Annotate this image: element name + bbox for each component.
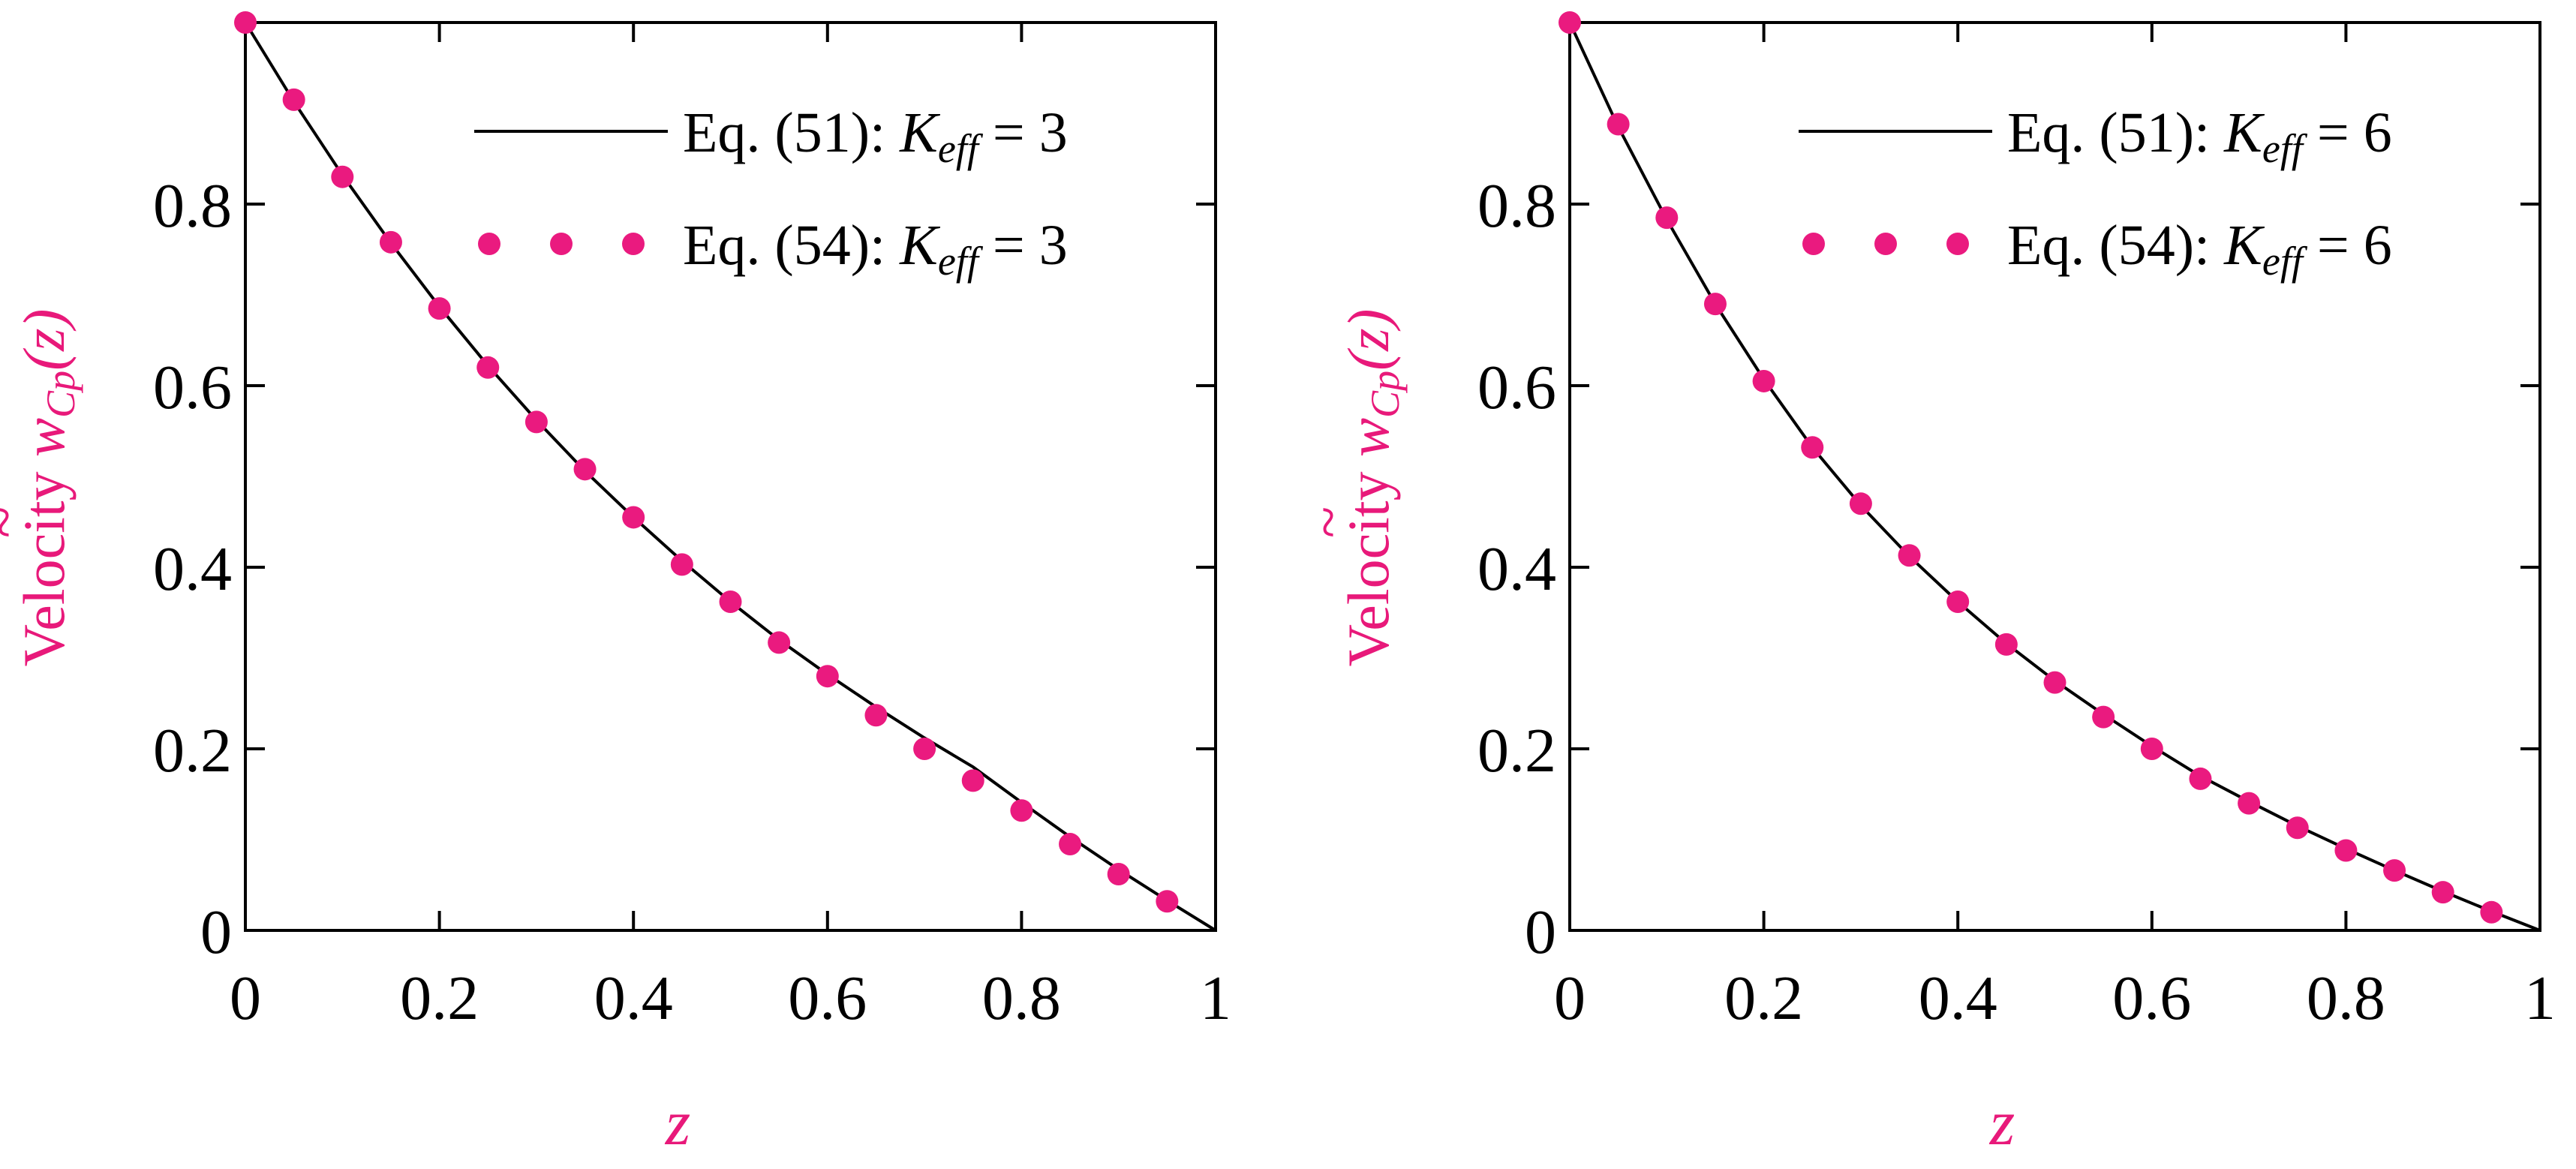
chart-panel-2: 0 0.2 0.4 0.6 0.8 1 0 0.2 0.4 0.6 0.8 Eq. (51): Kef… <box>1295 11 2556 1158</box>
series-marker-eq54 <box>2286 816 2309 840</box>
x-axis-label: z <box>665 1086 690 1158</box>
series-marker-eq54 <box>864 704 888 727</box>
x-tick-label: 0 <box>1554 963 1586 1033</box>
legend-entry-1: Eq. (51): Keff = 3 <box>474 101 1068 171</box>
series-marker-eq54 <box>1703 293 1727 316</box>
series-marker-eq54 <box>379 230 402 254</box>
series-marker-eq54 <box>1994 633 2018 656</box>
y-tick-label: 0 <box>200 897 232 967</box>
y-axis-label: Velocity wCp(z) <box>1336 309 1408 667</box>
legend-entry-1: Eq. (51): Keff = 6 <box>1799 101 2392 171</box>
legend-marker-swatch <box>622 233 645 255</box>
x-axis-label: z <box>1989 1086 2015 1158</box>
series-marker-eq54 <box>2238 792 2261 815</box>
x-tick-label: 0.2 <box>400 963 479 1033</box>
x-tick-label: 0.2 <box>1724 963 1803 1033</box>
series-marker-eq54 <box>1898 544 1921 567</box>
legend-entry-2: Eq. (54): Keff = 3 <box>478 214 1068 284</box>
series-marker-eq54 <box>525 410 548 434</box>
y-tick-label: 0.2 <box>153 716 232 786</box>
series-marker-eq54 <box>1849 492 1872 515</box>
series-marker-eq54 <box>2431 881 2454 904</box>
y-tick-label: 0.4 <box>1477 534 1556 604</box>
x-tick-label: 0.4 <box>1919 963 1997 1033</box>
legend-marker-swatch <box>1946 233 1969 255</box>
y-tick-label: 0.8 <box>1477 171 1556 241</box>
legend-entry-2: Eq. (54): Keff = 6 <box>1802 214 2392 284</box>
series-marker-eq54 <box>2334 839 2358 862</box>
y-tick-label: 0.4 <box>153 534 232 604</box>
series-marker-eq54 <box>476 356 500 379</box>
y-tick-label: 0.8 <box>153 171 232 241</box>
series-marker-eq54 <box>1059 833 1082 856</box>
series-marker-eq54 <box>816 665 839 688</box>
series-marker-eq54 <box>282 88 305 111</box>
x-tick-label: 0.6 <box>788 963 867 1033</box>
x-tick-label: 0.8 <box>982 963 1061 1033</box>
legend-marker-swatch <box>550 233 573 255</box>
series-marker-eq54 <box>1607 113 1630 136</box>
series-marker-eq54 <box>768 631 791 654</box>
y-tick-label: 0.6 <box>153 353 232 422</box>
x-tick-label: 0.6 <box>2112 963 2191 1033</box>
y-axis-label-tilde: ~ <box>0 506 36 538</box>
legend-label: Eq. (51): Keff = 6 <box>2007 101 2392 171</box>
y-tick-label: 0 <box>1525 897 1556 967</box>
series-marker-eq54 <box>2383 859 2406 882</box>
series-marker-eq54 <box>234 11 257 34</box>
plot-frame <box>244 21 1217 932</box>
series-marker-eq54 <box>1801 436 1824 459</box>
series-marker-eq54 <box>622 506 645 529</box>
series-marker-eq54 <box>2189 767 2212 790</box>
legend-marker-swatch <box>1802 233 1825 255</box>
legend-label: Eq. (51): Keff = 3 <box>683 101 1068 171</box>
series-marker-eq54 <box>1107 862 1130 885</box>
plot-frame <box>1568 21 2541 932</box>
series-marker-eq54 <box>913 738 936 760</box>
series-marker-eq54 <box>2043 671 2067 694</box>
series-marker-eq54 <box>1559 11 1581 34</box>
chart-panel-1: 0 0.2 0.4 0.6 0.8 1 0 0.2 0.4 0.6 0.8 Eq. (51): Kef… <box>0 11 1231 1158</box>
series-marker-eq54 <box>573 458 597 481</box>
series-marker-eq54 <box>1752 369 1775 392</box>
legend-marker-swatch <box>1874 233 1897 255</box>
series-marker-eq54 <box>1010 799 1033 822</box>
x-tick-label: 0 <box>230 963 261 1033</box>
y-axis-label-tilde: ~ <box>1295 506 1360 538</box>
series-marker-eq54 <box>719 590 742 613</box>
y-tick-label: 0.2 <box>1477 716 1556 786</box>
x-tick-label: 1 <box>2524 963 2556 1033</box>
series-marker-eq54 <box>2092 705 2115 729</box>
legend-label: Eq. (54): Keff = 6 <box>2007 214 2392 284</box>
x-tick-label: 1 <box>1200 963 1231 1033</box>
y-tick-label: 0.6 <box>1477 353 1556 422</box>
legend-marker-swatch <box>478 233 500 255</box>
series-marker-eq54 <box>961 769 984 792</box>
series-marker-eq54 <box>428 297 451 320</box>
series-marker-eq54 <box>2140 738 2163 760</box>
y-axis-label: Velocity wCp(z) <box>11 309 83 667</box>
series-marker-eq54 <box>1156 890 1179 913</box>
series-marker-eq54 <box>331 165 354 188</box>
series-marker-eq54 <box>670 553 693 576</box>
x-tick-label: 0.4 <box>594 963 673 1033</box>
series-marker-eq54 <box>1946 590 1970 613</box>
x-tick-label: 0.8 <box>2307 963 2385 1033</box>
series-marker-eq54 <box>1655 206 1679 230</box>
series-marker-eq54 <box>2480 900 2503 924</box>
legend-label: Eq. (54): Keff = 3 <box>683 214 1068 284</box>
